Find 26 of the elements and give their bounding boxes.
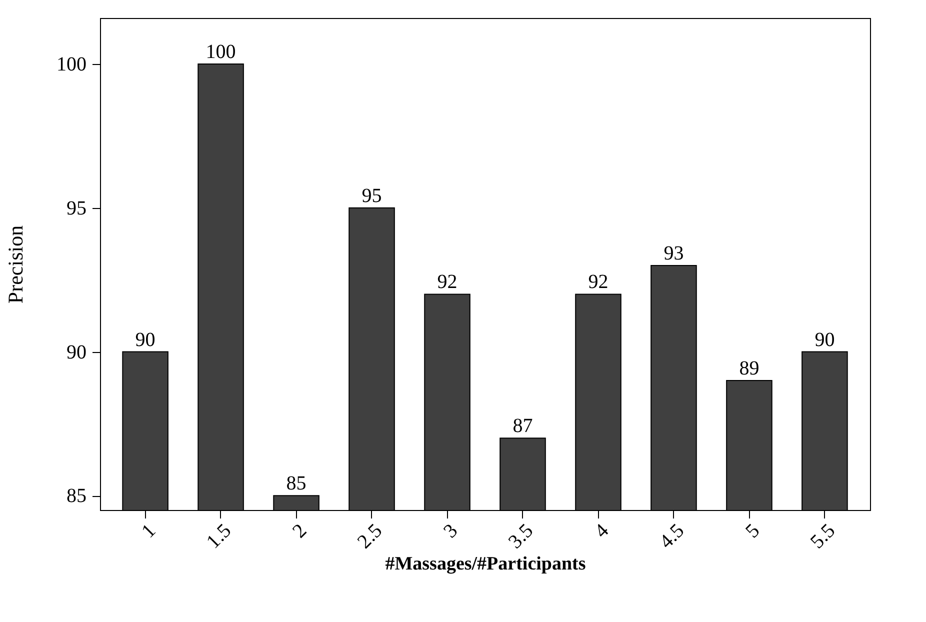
x-tick-label: 4 — [590, 520, 614, 542]
data-label: 87 — [512, 415, 533, 438]
x-tick-label: 5 — [741, 520, 764, 542]
data-label: 90 — [814, 328, 835, 351]
data-label: 95 — [362, 184, 382, 207]
data-label: 100 — [206, 41, 236, 64]
data-label: 89 — [739, 358, 760, 380]
y-tick-label: 100 — [56, 54, 86, 76]
data-label: 92 — [437, 271, 458, 294]
x-tick-label: 1.5 — [202, 520, 236, 554]
y-axis-title: Precision — [4, 224, 28, 304]
data-label: 92 — [588, 271, 608, 294]
y-tick-label: 95 — [66, 197, 86, 220]
x-tick-label: 4.5 — [655, 520, 689, 554]
x-tick-label: 3.5 — [504, 520, 538, 554]
x-tick-label: 5.5 — [806, 520, 840, 554]
x-axis-title: #Massages/#Participants — [385, 553, 586, 574]
y-tick-label: 85 — [66, 485, 86, 508]
x-tick-label: 1 — [138, 520, 160, 542]
data-label: 93 — [664, 242, 684, 264]
data-label: 85 — [286, 472, 306, 495]
data-label: 90 — [135, 328, 156, 351]
x-tick-label: 2.5 — [353, 520, 387, 554]
x-tick-label: 2 — [288, 520, 312, 542]
y-tick-label: 90 — [66, 341, 86, 364]
x-tick-label: 3 — [439, 520, 462, 542]
